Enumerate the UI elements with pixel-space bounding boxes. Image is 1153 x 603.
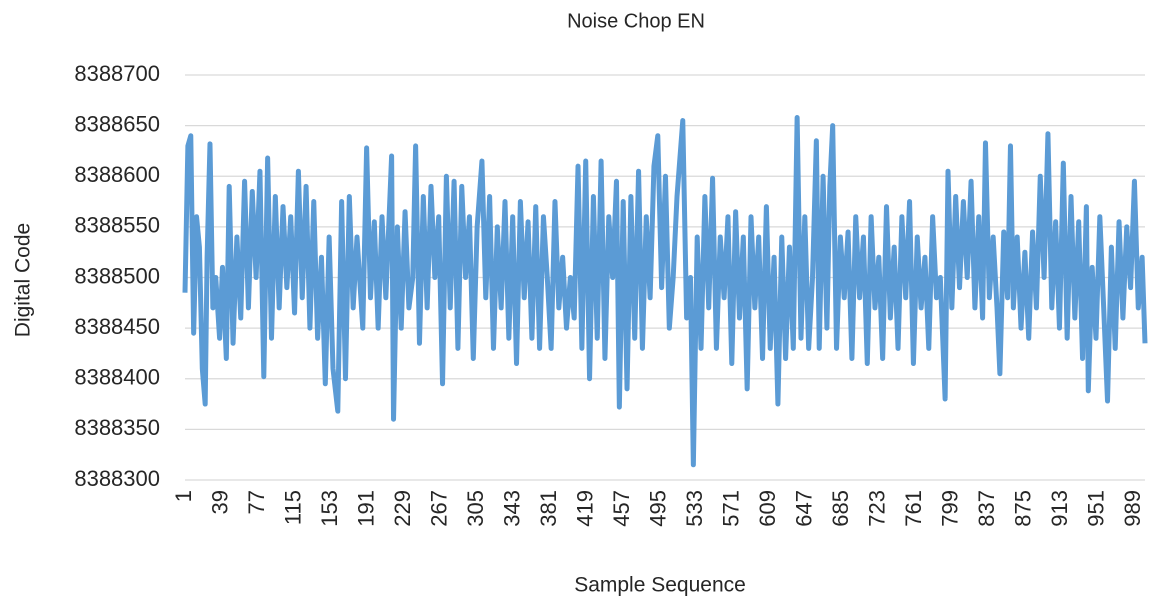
y-tick-label: 8388350 [74,415,160,440]
x-tick-label: 495 [646,490,671,527]
x-tick-label: 951 [1084,490,1109,527]
x-tick-label: 571 [719,490,744,527]
y-tick-label: 8388650 [74,111,160,136]
x-tick-label: 419 [572,490,597,527]
x-tick-label: 39 [207,490,232,514]
y-axis-title: Digital Code [12,223,35,337]
x-tick-label: 115 [280,490,305,525]
x-tick-label: 875 [1011,490,1036,527]
x-tick-label: 989 [1120,490,1145,527]
chart-title: Noise Chop EN [567,10,705,32]
x-tick-label: 267 [426,490,451,527]
y-tick-label: 8388600 [74,162,160,187]
x-tick-label: 913 [1047,490,1072,527]
x-tick-label: 761 [901,490,926,527]
y-tick-label: 8388700 [74,61,160,86]
x-tick-label: 799 [938,490,963,527]
x-axis-title: Sample Sequence [574,574,746,597]
x-tick-label: 381 [536,490,561,527]
x-tick-label: 77 [244,490,269,514]
x-tick-label: 723 [865,490,890,527]
data-line [182,115,1148,468]
x-tick-label: 609 [755,490,780,527]
x-tick-label: 229 [390,490,415,527]
x-tick-label: 837 [974,490,999,527]
y-tick-label: 8388450 [74,314,160,339]
y-tick-label: 8388300 [74,466,160,491]
y-tick-label: 8388400 [74,365,160,390]
x-tick-label: 191 [353,490,378,527]
x-tick-label: 153 [317,490,342,527]
x-tick-label: 457 [609,490,634,527]
x-tick-label: 685 [828,490,853,527]
y-tick-label: 8388500 [74,263,160,288]
x-tick-label: 305 [463,490,488,527]
y-tick-label: 8388550 [74,213,160,238]
x-tick-label: 1 [171,490,196,502]
x-tick-label: 343 [499,490,524,527]
x-tick-label: 647 [792,490,817,527]
x-tick-label: 533 [682,490,707,527]
